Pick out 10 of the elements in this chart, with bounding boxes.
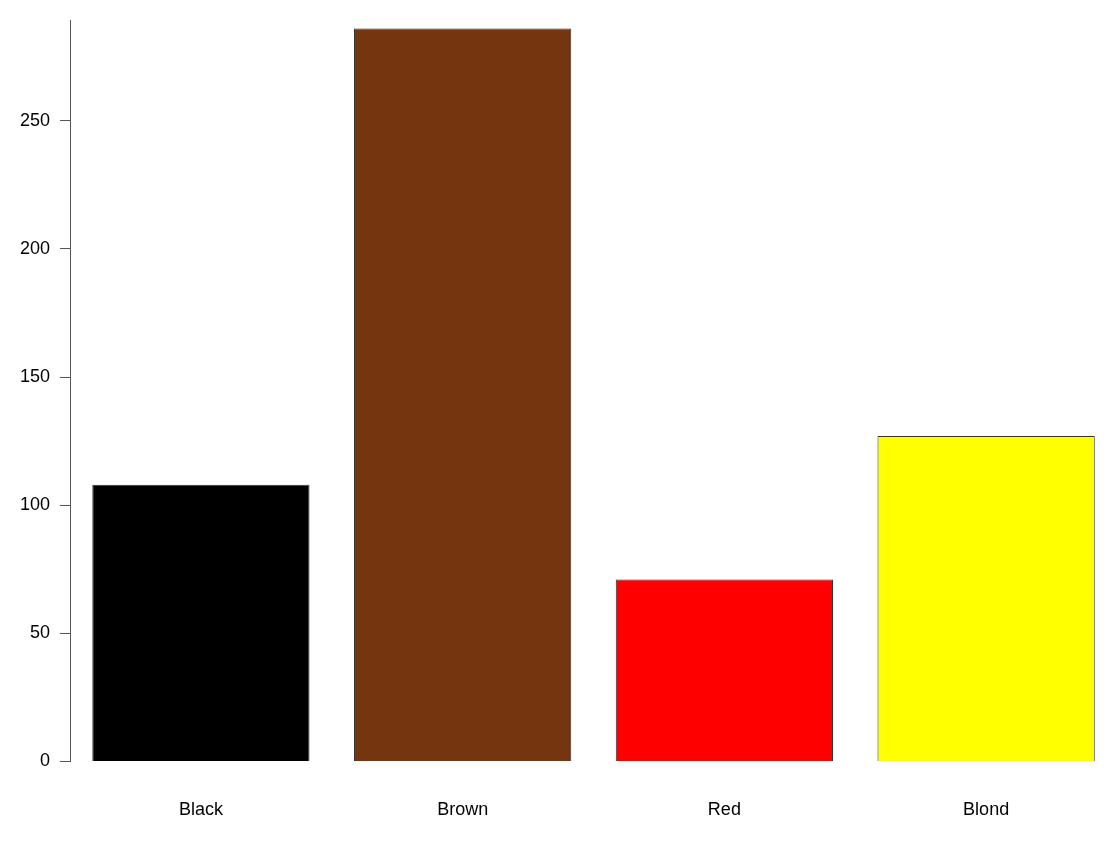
x-tick-label: Blond [963,799,1010,820]
y-tick-label: 50 [30,622,51,643]
y-tick-label: 200 [19,237,51,258]
y-tick-label: 150 [19,365,51,386]
x-tick-label: Brown [437,799,489,820]
x-tick-label: Black [178,799,224,820]
x-tick-label: Red [707,799,741,820]
y-tick-label: 100 [19,494,51,515]
y-tick-label: 0 [40,750,51,771]
y-tick-label: 250 [19,109,51,130]
